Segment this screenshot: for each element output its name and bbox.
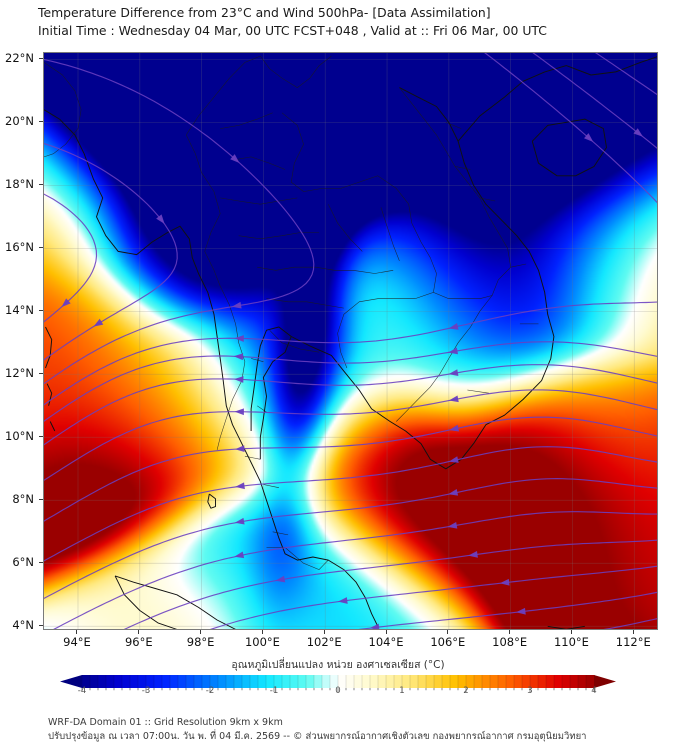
lon-tick-mark xyxy=(138,630,140,634)
colorbar-high-arrow xyxy=(594,675,616,688)
colorbar-tick-label: -4 xyxy=(77,686,87,696)
chart-title-block: Temperature Difference from 23°C and Win… xyxy=(38,4,658,40)
lat-tick-label: 20°N xyxy=(5,114,34,129)
page-title: Temperature Difference from 23°C and Win… xyxy=(38,5,491,20)
footer-line-2: ปรับปรุงข้อมูล ณ เวลา 07:00น. วัน พ. ที่… xyxy=(48,731,587,742)
colorbar-tick-label: 0 xyxy=(335,686,341,696)
lat-tick-mark xyxy=(39,309,43,311)
page-subtitle: Initial Time : Wednesday 04 Mar, 00 UTC … xyxy=(38,23,547,38)
lon-tick-label: 96°E xyxy=(124,635,153,649)
lat-tick-mark xyxy=(39,120,43,122)
lat-tick-label: 16°N xyxy=(5,240,34,255)
footer-block: WRF-DA Domain 01 :: Grid Resolution 9km … xyxy=(48,716,668,744)
lat-tick-label: 4°N xyxy=(12,618,34,633)
colorbar-tick-label: 3 xyxy=(527,686,533,696)
lon-tick-label: 104°E xyxy=(368,635,404,649)
colorbar-block: อุณหภูมิเปลี่ยนแปลง หน่วย องศาเซลเซียส (… xyxy=(0,656,676,706)
lat-tick-label: 18°N xyxy=(5,177,34,192)
administrative-borders xyxy=(44,55,539,570)
colorbar-segments xyxy=(60,675,616,688)
lat-tick-mark xyxy=(39,246,43,248)
graticule xyxy=(44,53,657,629)
lat-tick-label: 8°N xyxy=(12,492,34,507)
lon-tick-mark xyxy=(509,630,511,634)
lon-tick-label: 100°E xyxy=(244,635,280,649)
lon-tick-mark xyxy=(261,630,263,634)
lat-tick-mark xyxy=(39,435,43,437)
colorbar-tick-marks xyxy=(81,688,595,692)
lat-tick-mark xyxy=(39,372,43,374)
lon-tick-label: 98°E xyxy=(186,635,215,649)
lon-tick-label: 110°E xyxy=(553,635,589,649)
colorbar-title: อุณหภูมิเปลี่ยนแปลง หน่วย องศาเซลเซียส (… xyxy=(231,659,445,671)
lat-tick-label: 22°N xyxy=(5,51,34,66)
lon-tick-label: 102°E xyxy=(306,635,342,649)
lon-tick-mark xyxy=(570,630,572,634)
lat-tick-mark xyxy=(39,624,43,626)
lat-tick-label: 14°N xyxy=(5,303,34,318)
map-plot-area[interactable] xyxy=(43,52,658,630)
lon-tick-label: 108°E xyxy=(492,635,528,649)
lon-tick-label: 106°E xyxy=(430,635,466,649)
temperature-raster xyxy=(44,53,657,629)
footer-line-1: WRF-DA Domain 01 :: Grid Resolution 9km … xyxy=(48,717,283,728)
lat-tick-label: 10°N xyxy=(5,429,34,444)
lat-tick-label: 6°N xyxy=(12,555,34,570)
map-frame xyxy=(43,52,658,630)
lat-tick-label: 12°N xyxy=(5,366,34,381)
lon-tick-mark xyxy=(385,630,387,634)
lon-tick-mark xyxy=(632,630,634,634)
lon-tick-mark xyxy=(76,630,78,634)
temperature-field-map xyxy=(44,53,657,629)
lat-tick-mark xyxy=(39,183,43,185)
colorbar-tick-label: -2 xyxy=(205,686,215,696)
lon-tick-mark xyxy=(323,630,325,634)
lon-tick-label: 94°E xyxy=(63,635,91,649)
colorbar-low-arrow xyxy=(60,675,82,688)
colorbar-tick-label: -1 xyxy=(269,686,279,696)
lon-tick-label: 112°E xyxy=(615,635,651,649)
lat-tick-mark xyxy=(39,561,43,563)
lat-tick-mark xyxy=(39,498,43,500)
colorbar-gradient xyxy=(60,675,616,692)
lat-tick-mark xyxy=(39,57,43,59)
lon-tick-mark xyxy=(447,630,449,634)
wind-streamlines xyxy=(44,53,657,629)
lon-tick-mark xyxy=(200,630,202,634)
colorbar-tick-label: 2 xyxy=(463,686,469,696)
colorbar-tick-label: -3 xyxy=(141,686,151,696)
colorbar-tick-label: 4 xyxy=(591,686,597,696)
colorbar-tick-label: 1 xyxy=(399,686,405,696)
